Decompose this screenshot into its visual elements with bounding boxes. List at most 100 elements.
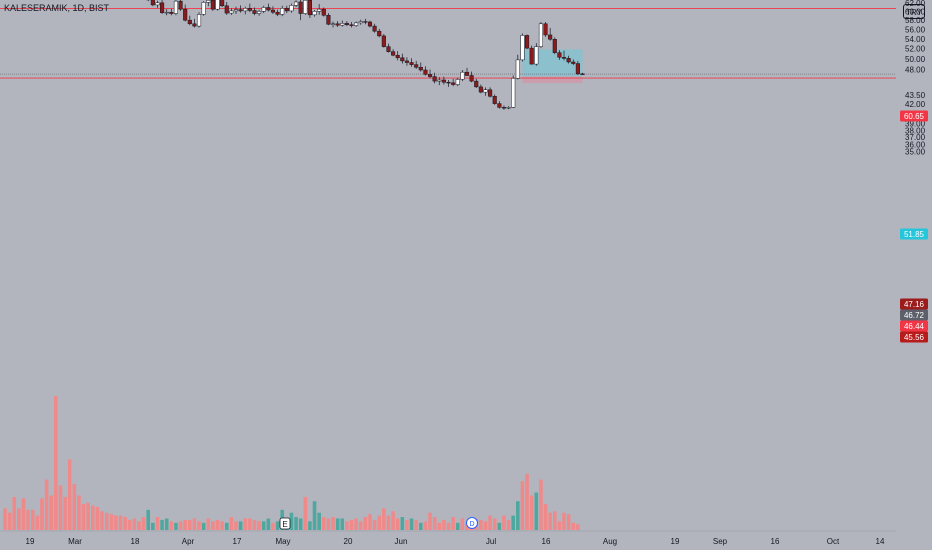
price-axis[interactable]: 68.0066.0064.0062.0060.0058.0056.0054.00… — [896, 0, 932, 550]
volume-bar — [224, 522, 229, 530]
time-axis[interactable]: 19 Mar 18 Apr 17 May 20 Jun Jul 16 Aug 19 Sep 16 Oct 14 — [0, 530, 896, 546]
candle-body — [312, 11, 317, 16]
price-label-level-text: 45.56 — [904, 333, 925, 342]
candle-body — [220, 0, 225, 7]
candle — [571, 59, 576, 66]
volume-bar — [243, 518, 248, 530]
volume-bar — [405, 519, 409, 530]
volume-bar — [252, 519, 257, 530]
candle-body — [367, 21, 373, 27]
candle-body — [289, 5, 294, 12]
volume-bar — [502, 515, 506, 530]
earnings-marker[interactable]: E — [279, 517, 291, 530]
candle-body — [247, 8, 252, 11]
volume-bar — [229, 517, 234, 530]
volume-bar — [543, 504, 548, 530]
candle-body — [483, 89, 488, 93]
price-label-entry — [900, 309, 928, 321]
candle — [492, 94, 497, 105]
candle — [543, 21, 548, 37]
volume-bar — [44, 479, 49, 530]
candle — [155, 0, 160, 8]
candle-body — [326, 15, 331, 25]
candle-body — [409, 62, 414, 65]
volume-bar — [188, 519, 192, 530]
candle-body — [534, 46, 539, 65]
candle-body — [187, 19, 192, 25]
candle — [437, 77, 442, 86]
volume-bar — [548, 512, 552, 530]
volume-bar — [571, 522, 576, 530]
candle-body — [418, 67, 423, 71]
volume-bar — [271, 522, 275, 530]
candle — [464, 67, 470, 77]
volume-bar — [104, 512, 109, 530]
horizontal-lines[interactable] — [0, 8, 896, 79]
candle — [160, 0, 165, 14]
candle — [298, 0, 303, 21]
candle — [270, 6, 276, 14]
candle — [257, 9, 262, 16]
candle — [349, 21, 354, 28]
volume-bar — [331, 517, 335, 530]
volume-bar — [58, 485, 63, 530]
candle-body — [566, 58, 571, 63]
candle — [266, 3, 271, 12]
candle-body — [215, 0, 220, 10]
volume-bar — [516, 501, 520, 530]
volume-bar — [455, 522, 460, 530]
candle — [548, 27, 553, 41]
candle — [520, 33, 525, 62]
volume-bar — [100, 511, 104, 530]
volume-bar — [312, 501, 317, 530]
price-tick-label: 38.00 — [905, 126, 926, 135]
candle — [363, 18, 368, 25]
volume-bar — [566, 514, 571, 530]
volume-bar — [409, 518, 414, 530]
candle — [400, 53, 405, 64]
candle-body — [506, 107, 511, 109]
event-markers[interactable]: E D — [279, 517, 478, 530]
time-tick-label: 16 — [771, 537, 780, 546]
candle — [321, 7, 326, 17]
candle — [515, 54, 520, 80]
volume-bar — [169, 521, 174, 530]
volume-bar — [460, 518, 465, 530]
volume-bar — [326, 518, 331, 530]
candle-body — [284, 8, 289, 12]
price-tick-label: 43.50 — [905, 91, 926, 100]
candle-body — [391, 51, 396, 56]
volume-bar — [317, 512, 321, 530]
candle — [432, 72, 437, 84]
candle — [169, 8, 174, 16]
candle — [192, 18, 197, 28]
price-axis-background — [896, 0, 932, 550]
volume-bar — [261, 521, 266, 530]
price-tick-label: 36.00 — [905, 140, 926, 149]
volume-bar — [497, 522, 502, 530]
currency-button[interactable]: TRY — [903, 4, 925, 19]
volume-bar — [178, 521, 183, 530]
candle-body — [298, 1, 303, 14]
volume-bar — [437, 522, 442, 530]
candle — [478, 84, 483, 94]
dividend-marker[interactable]: D — [466, 517, 478, 529]
earnings-marker-label: E — [282, 520, 287, 529]
volume-bar — [400, 517, 405, 530]
candle — [173, 0, 178, 16]
volume-bar — [220, 521, 224, 530]
price-tick-label: 58.00 — [905, 16, 926, 25]
candle-body — [307, 0, 312, 16]
candle-body — [377, 30, 382, 37]
time-axis-ticks: 19 Mar 18 Apr 17 May 20 Jun Jul 16 Aug 19 Sep 16 Oct 14 — [26, 537, 885, 546]
time-tick-label: 16 — [542, 537, 551, 546]
candle-body — [349, 24, 354, 26]
volume-bar — [118, 515, 123, 530]
stop-zone — [522, 76, 583, 84]
candle — [252, 7, 257, 16]
volume-bar — [534, 492, 539, 530]
price-tick-label: 56.00 — [905, 25, 926, 34]
price-tick-label: 37.00 — [905, 133, 926, 142]
candle-body — [252, 10, 257, 14]
